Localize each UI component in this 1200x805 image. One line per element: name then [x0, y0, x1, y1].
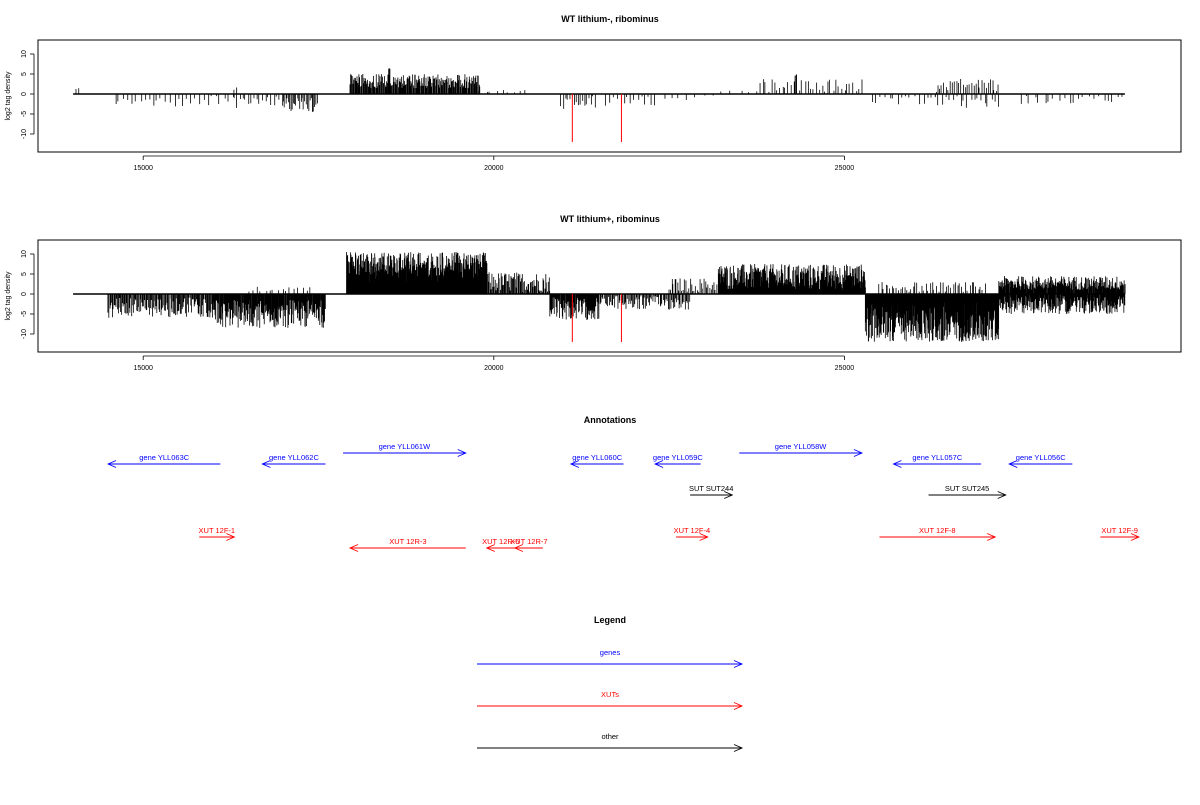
annotation-arrow: gene YLL058W: [739, 442, 864, 457]
legend-items: genes XUTs other: [477, 648, 744, 752]
y-tick-label: 0: [21, 92, 28, 96]
y-tick-label: 5: [21, 72, 28, 76]
y-tick-label: 10: [21, 50, 28, 58]
x-tick-label: 20000: [484, 365, 504, 372]
annotation-label: SUT SUT245: [945, 484, 989, 493]
annotation-arrow: gene YLL060C: [569, 453, 624, 468]
y-tick-label: -10: [21, 129, 28, 139]
x-tick-label: 15000: [133, 365, 153, 372]
legend-label: genes: [600, 648, 621, 657]
annotation-arrow: XUT 12R-6: [482, 537, 520, 552]
legend-panel: Legend genes XUTs other: [477, 615, 744, 752]
panel-title: WT lithium+, ribominus: [560, 214, 660, 224]
legend-label: XUTs: [601, 690, 619, 699]
annotation-arrow: XUT 12R-3: [348, 537, 466, 552]
track-panel-lithium-plus: WT lithium+, ribominus log2 tag density …: [5, 214, 1182, 372]
signal-bar-path: [107, 252, 1126, 342]
annotation-arrow: SUT SUT245: [928, 484, 1007, 499]
x-tick-label: 20000: [484, 165, 504, 172]
plot-frame: [37, 39, 1182, 153]
plot-frame: [37, 239, 1182, 353]
track-panel-lithium-minus: WT lithium-, ribominus log2 tag density …: [5, 14, 1182, 172]
annotation-arrow: SUT SUT244: [689, 484, 733, 499]
annotation-arrow: gene YLL059C: [653, 453, 703, 468]
annotation-label: SUT SUT244: [689, 484, 733, 493]
annotation-label: gene YLL061W: [379, 442, 431, 451]
y-axis-label: log2 tag density: [5, 271, 12, 321]
annotation-label: XUT 12F-1: [199, 526, 236, 535]
annotation-label: gene YLL063C: [139, 453, 189, 462]
annotation-arrow: gene YLL057C: [892, 453, 982, 468]
annotation-arrow: XUT 12F-1: [199, 526, 236, 541]
annotation-label: XUT 12R-6: [482, 537, 519, 546]
annotation-arrow: gene YLL061W: [343, 442, 467, 457]
legend-label: other: [601, 732, 619, 741]
signal-bars: [73, 68, 1125, 112]
annotation-label: gene YLL056C: [1016, 453, 1066, 462]
annotation-label: gene YLL060C: [572, 453, 622, 462]
annotation-arrow: XUT 12F-4: [674, 526, 711, 541]
annotation-label: XUT 12F-8: [919, 526, 956, 535]
y-axis: 10 5 0 -5 -10: [21, 250, 35, 339]
annotations-title: Annotations: [584, 415, 637, 425]
x-axis: 15000 20000 25000: [133, 155, 855, 172]
annotations-panel: Annotations gene YLL063C gene YLL062Cgene…: [107, 415, 1141, 552]
annotation-label: XUT 12R-3: [389, 537, 426, 546]
y-tick-label: 5: [21, 272, 28, 276]
annotation-items: gene YLL063C gene YLL062C gene YLL061W gene…: [107, 442, 1141, 552]
legend-item: genes: [477, 648, 744, 668]
annotation-arrow: XUT 12F-9: [1100, 526, 1141, 541]
marker-lines: [571, 94, 622, 142]
annotation-arrow: gene YLL063C: [107, 453, 221, 468]
x-tick-label: 25000: [835, 365, 855, 372]
annotation-label: gene YLL059C: [653, 453, 703, 462]
legend-title: Legend: [594, 615, 626, 625]
y-tick-label: 10: [21, 250, 28, 258]
annotation-label: XUT 12F-9: [1101, 526, 1138, 535]
annotation-label: XUT 12R-7: [510, 537, 547, 546]
y-tick-label: -10: [21, 329, 28, 339]
x-tick-label: 15000: [133, 165, 153, 172]
legend-item: other: [477, 732, 744, 752]
y-tick-label: -5: [21, 111, 28, 117]
annotation-arrow: XUT 12F-8: [879, 526, 997, 541]
annotation-arrow: gene YLL056C: [1008, 453, 1073, 468]
marker-lines: [571, 294, 622, 342]
legend-item: XUTs: [477, 690, 744, 710]
y-axis-label: log2 tag density: [5, 71, 12, 121]
annotation-label: XUT 12F-4: [674, 526, 711, 535]
panel-title: WT lithium-, ribominus: [561, 14, 659, 24]
annotation-arrow: gene YLL062C: [261, 453, 326, 468]
annotation-arrow: XUT 12R-7: [510, 537, 548, 552]
x-axis: 15000 20000 25000: [133, 355, 855, 372]
x-tick-label: 25000: [835, 165, 855, 172]
annotation-label: gene YLL062C: [269, 453, 319, 462]
signal-bars: [73, 252, 1126, 342]
annotation-label: gene YLL057C: [912, 453, 962, 462]
y-tick-label: 0: [21, 292, 28, 296]
y-tick-label: -5: [21, 311, 28, 317]
signal-bar-path: [75, 68, 1123, 112]
y-axis: 10 5 0 -5 -10: [21, 50, 35, 139]
annotation-label: gene YLL058W: [775, 442, 827, 451]
